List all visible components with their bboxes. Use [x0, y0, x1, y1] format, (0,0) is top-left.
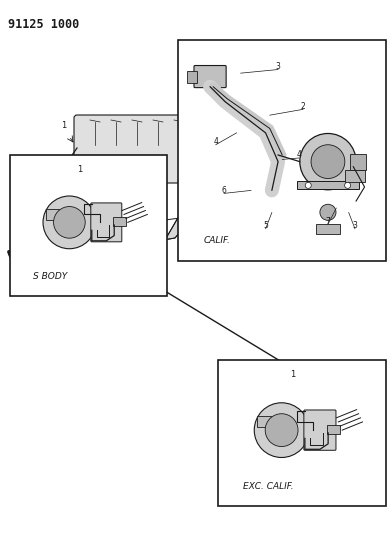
Text: 6: 6: [221, 186, 227, 195]
Bar: [130, 248, 150, 256]
Text: 1: 1: [77, 165, 83, 174]
FancyBboxPatch shape: [304, 410, 336, 450]
Text: C,Y BODY: C,Y BODY: [53, 276, 96, 285]
Text: S BODY: S BODY: [33, 272, 67, 281]
FancyBboxPatch shape: [194, 66, 226, 87]
Bar: [178, 40, 386, 261]
Circle shape: [254, 403, 309, 457]
Bar: [327, 425, 340, 434]
Text: 5: 5: [263, 221, 268, 230]
Circle shape: [305, 182, 311, 188]
Text: 1: 1: [61, 121, 66, 130]
Circle shape: [43, 196, 96, 249]
FancyBboxPatch shape: [74, 115, 198, 183]
Circle shape: [300, 133, 356, 190]
Text: 7: 7: [155, 261, 160, 270]
Bar: [257, 416, 270, 427]
Text: EXC. CALIF.: EXC. CALIF.: [243, 482, 294, 491]
Circle shape: [265, 414, 298, 447]
Bar: [65, 205, 90, 225]
Bar: [316, 223, 340, 233]
Text: CALIF.: CALIF.: [203, 237, 230, 246]
FancyBboxPatch shape: [91, 203, 122, 242]
Text: 3: 3: [352, 221, 358, 230]
Circle shape: [320, 204, 336, 220]
Bar: [187, 70, 197, 83]
Text: 7: 7: [325, 217, 330, 226]
Bar: [218, 360, 386, 506]
Circle shape: [131, 229, 149, 247]
Bar: [345, 170, 365, 182]
Bar: [113, 217, 126, 227]
Circle shape: [345, 182, 351, 188]
Text: 91125 1000: 91125 1000: [8, 18, 79, 31]
Circle shape: [311, 145, 345, 179]
Bar: [45, 209, 59, 220]
Bar: [297, 181, 359, 189]
Bar: [350, 154, 366, 169]
Text: 1: 1: [290, 370, 295, 379]
Circle shape: [150, 259, 156, 265]
Text: 4: 4: [296, 150, 301, 159]
Text: 4: 4: [213, 137, 218, 146]
Bar: [10, 155, 167, 296]
Circle shape: [69, 194, 85, 210]
Polygon shape: [55, 170, 200, 245]
Circle shape: [125, 223, 155, 253]
Text: 2: 2: [301, 102, 305, 111]
Bar: [63, 168, 85, 196]
Circle shape: [40, 169, 66, 195]
Text: 3: 3: [276, 62, 281, 71]
Circle shape: [54, 207, 85, 238]
Circle shape: [31, 160, 75, 204]
